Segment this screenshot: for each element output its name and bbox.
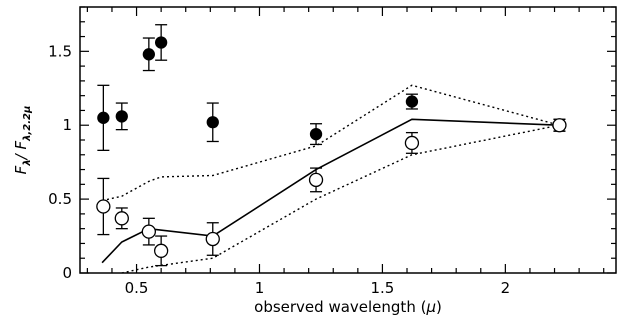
data-point-filled <box>142 48 155 61</box>
model-line-solid-0 <box>101 118 560 264</box>
model-line-dotted-1 <box>101 84 560 202</box>
x-axis-label-mu: μ <box>425 298 436 316</box>
y-axis-label-sub1: λ <box>22 159 33 166</box>
x-tick-label: 0.5 <box>125 279 149 297</box>
y-axis-label-main: F <box>12 165 30 174</box>
data-point-open <box>404 135 420 151</box>
x-tick-label: 1 <box>255 279 265 297</box>
x-tick-label: 1.5 <box>370 279 394 297</box>
y-tick-label: 0 <box>62 264 72 282</box>
data-point-open <box>141 224 156 239</box>
y-axis-label-sub2: λ,2.2μ <box>22 106 33 142</box>
data-point-filled <box>154 36 168 49</box>
data-point-filled <box>206 116 219 129</box>
y-tick-label: 1.5 <box>48 42 72 60</box>
data-point-filled <box>405 95 419 108</box>
data-point-open <box>205 231 220 247</box>
y-axis-label-slash: / F <box>12 141 30 162</box>
data-point-open <box>308 172 324 188</box>
y-tick-label: 1 <box>62 116 72 134</box>
y-tick-label: 0.5 <box>48 190 72 208</box>
plot-content <box>96 24 567 274</box>
data-point-open <box>114 211 129 226</box>
x-axis-label: observed wavelength (μ) <box>254 298 442 316</box>
data-point-filled <box>115 110 128 123</box>
data-point-filled <box>309 127 323 141</box>
data-point-open <box>153 243 169 258</box>
y-axis-label: Fλ/ Fλ,2.2μ <box>12 106 33 175</box>
data-point-open <box>96 199 111 214</box>
data-point-filled <box>97 111 110 124</box>
x-axis-label-prefix: observed wavelength ( <box>254 298 426 316</box>
x-tick-label: 2 <box>501 279 511 297</box>
x-axis-label-suffix: ) <box>436 298 442 316</box>
model-line-dotted-2 <box>121 124 560 274</box>
axis-ticks: 0.5 1 1.5 2 0 0.5 1 1.5 <box>48 6 616 297</box>
data-point-open <box>552 118 567 133</box>
